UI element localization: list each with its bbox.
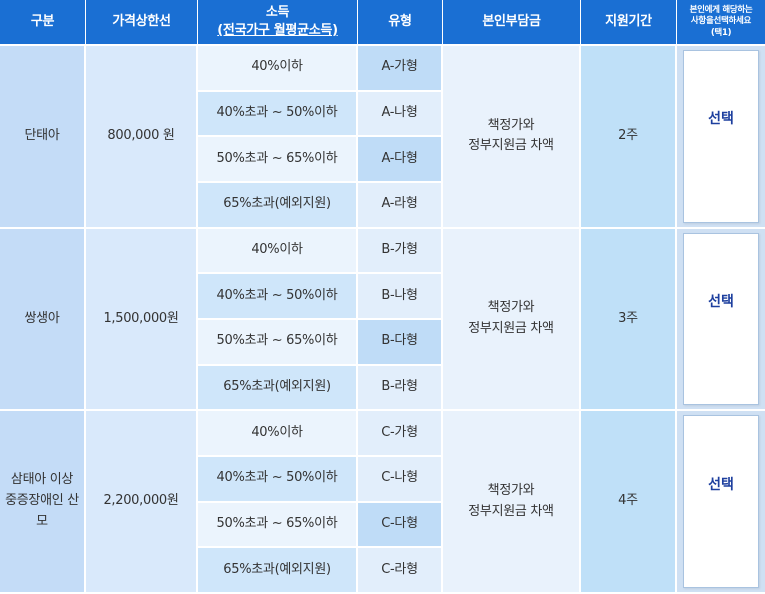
- group-price-label: 800,000 원: [107, 127, 175, 143]
- income-label: 40%이하: [251, 424, 303, 440]
- type-cell: A-나형: [358, 91, 443, 138]
- type-label: B-다형: [381, 333, 418, 349]
- income-label: 40%이하: [251, 59, 303, 75]
- income-cell: 40%초과 ~ 50%이하: [198, 456, 358, 503]
- income-cell: 40%이하: [198, 46, 358, 92]
- header-type: 유형: [358, 0, 443, 46]
- select-cell: 선택: [677, 228, 765, 412]
- period-cell: 3주: [581, 228, 677, 412]
- type-label: B-라형: [381, 379, 418, 395]
- type-label: C-가형: [381, 424, 418, 440]
- income-label: 65%초과(예외지원): [223, 196, 331, 212]
- header-select: 본인에게 해당하는 사항을선택하세요 (택1): [677, 0, 765, 46]
- type-cell: A-라형: [358, 182, 443, 229]
- group-category-label: 삼태아 이상 중증장애인 산모: [5, 472, 79, 529]
- select-button-twins[interactable]: 선택: [683, 232, 759, 406]
- header-type-label: 유형: [388, 14, 412, 30]
- header-select-line2: 사항을선택하세요: [690, 16, 752, 27]
- type-label: C-나형: [381, 470, 418, 486]
- copay-cell: 책정가와 정부지원금 차액: [443, 411, 581, 594]
- income-label: 50%초과 ~ 65%이하: [216, 515, 338, 531]
- income-cell: 40%이하: [198, 228, 358, 275]
- group-price-cell: 2,200,000원: [86, 411, 198, 594]
- income-label: 40%초과 ~ 50%이하: [216, 105, 338, 121]
- copay-label: 책정가와 정부지원금 차액: [468, 300, 554, 336]
- period-cell: 2주: [581, 46, 677, 229]
- header-category-label: 구분: [30, 14, 55, 30]
- group-price-cell: 800,000 원: [86, 46, 198, 229]
- group-price-label: 2,200,000원: [103, 493, 179, 509]
- type-label: A-나형: [381, 105, 418, 121]
- type-cell: C-나형: [358, 456, 443, 503]
- header-copay: 본인부담금: [443, 0, 581, 46]
- copay-label: 책정가와 정부지원금 차액: [468, 117, 554, 154]
- header-income-line1: 소득: [265, 5, 290, 21]
- select-button-triplets[interactable]: 선택: [683, 415, 759, 588]
- period-cell: 4주: [581, 411, 677, 594]
- copay-cell: 책정가와 정부지원금 차액: [443, 46, 581, 229]
- type-label: C-다형: [381, 515, 418, 531]
- select-button-single[interactable]: 선택: [683, 50, 759, 223]
- income-cell: 40%초과 ~ 50%이하: [198, 274, 358, 320]
- type-label: A-다형: [381, 150, 418, 166]
- type-cell: A-다형: [358, 137, 443, 183]
- header-copay-label: 본인부담금: [482, 14, 541, 30]
- income-label: 50%초과 ~ 65%이하: [216, 150, 338, 166]
- type-cell: C-라형: [358, 548, 443, 594]
- copay-label: 책정가와 정부지원금 차액: [468, 482, 554, 519]
- period-label: 4주: [618, 493, 638, 509]
- group-category-label: 쌍생아: [24, 310, 60, 326]
- select-cell: 선택: [677, 411, 765, 594]
- income-label: 50%초과 ~ 65%이하: [216, 333, 338, 349]
- income-label: 40%초과 ~ 50%이하: [216, 287, 338, 303]
- header-period-label: 지원기간: [605, 14, 652, 30]
- income-cell: 65%초과(예외지원): [198, 182, 358, 229]
- group-price-cell: 1,500,000원: [86, 228, 198, 412]
- select-button-label: 선택: [708, 476, 734, 493]
- header-price-limit: 가격상한선: [86, 0, 198, 46]
- type-cell: B-다형: [358, 319, 443, 366]
- header-category: 구분: [0, 0, 86, 46]
- header-select-line1: 본인에게 해당하는: [689, 4, 753, 15]
- group-category-cell: 쌍생아: [0, 228, 86, 412]
- type-cell: B-나형: [358, 274, 443, 320]
- period-label: 3주: [618, 310, 638, 326]
- group-price-label: 1,500,000원: [103, 310, 179, 326]
- income-label: 40%초과 ~ 50%이하: [216, 470, 338, 486]
- income-cell: 50%초과 ~ 65%이하: [198, 137, 358, 183]
- select-button-label: 선택: [708, 111, 734, 128]
- type-cell: C-가형: [358, 411, 443, 457]
- type-cell: B-가형: [358, 228, 443, 275]
- header-income-line2: (전국가구 월평균소득): [217, 23, 338, 38]
- income-cell: 40%이하: [198, 411, 358, 457]
- income-cell: 40%초과 ~ 50%이하: [198, 91, 358, 138]
- period-label: 2주: [618, 127, 638, 143]
- type-label: B-가형: [381, 242, 418, 258]
- type-cell: A-가형: [358, 46, 443, 92]
- income-label: 65%초과(예외지원): [223, 561, 331, 577]
- header-period: 지원기간: [581, 0, 677, 46]
- income-label: 65%초과(예외지원): [223, 379, 331, 395]
- type-label: A-가형: [381, 59, 418, 75]
- header-select-line3: (택1): [710, 27, 732, 38]
- income-cell: 50%초과 ~ 65%이하: [198, 319, 358, 366]
- header-income: 소득 (전국가구 월평균소득): [198, 0, 358, 46]
- type-cell: C-다형: [358, 502, 443, 549]
- type-label: C-라형: [381, 561, 418, 577]
- income-label: 40%이하: [251, 242, 303, 258]
- select-cell: 선택: [677, 46, 765, 229]
- group-category-label: 단태아: [24, 127, 60, 143]
- select-button-label: 선택: [708, 293, 734, 310]
- header-price-limit-label: 가격상한선: [112, 14, 171, 30]
- copay-cell: 책정가와 정부지원금 차액: [443, 228, 581, 412]
- group-category-cell: 단태아: [0, 46, 86, 229]
- income-cell: 65%초과(예외지원): [198, 365, 358, 412]
- income-cell: 50%초과 ~ 65%이하: [198, 502, 358, 549]
- type-label: B-나형: [381, 287, 418, 303]
- group-category-cell: 삼태아 이상 중증장애인 산모: [0, 411, 86, 594]
- type-label: A-라형: [381, 196, 418, 212]
- type-cell: B-라형: [358, 365, 443, 412]
- income-cell: 65%초과(예외지원): [198, 548, 358, 594]
